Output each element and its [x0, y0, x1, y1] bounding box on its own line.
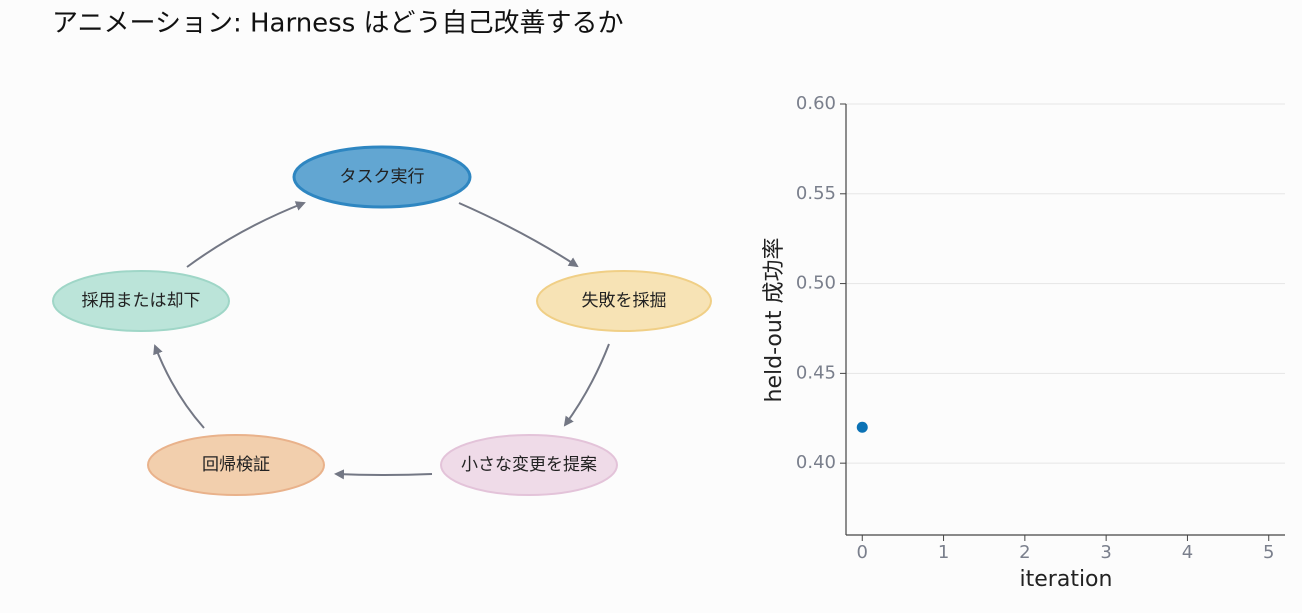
node	[440, 434, 618, 496]
cycle-diagram: タスク実行 失敗を採掘 小さな変更を提案 回帰検証 採用または却下	[52, 145, 712, 496]
node-label: 小さな変更を提案	[461, 455, 597, 475]
node	[147, 434, 325, 496]
x-tick-label: 1	[938, 542, 949, 563]
node-label: タスク実行	[340, 167, 425, 187]
arrow	[563, 343, 610, 427]
y-axis-label: held-out 成功率	[762, 238, 787, 403]
arrow	[458, 202, 579, 268]
y-tick-label: 0.55	[796, 183, 836, 204]
y-tick-label: 0.50	[796, 273, 836, 294]
y-tick-label: 0.45	[796, 362, 836, 383]
x-tick-label: 5	[1263, 542, 1274, 563]
node-label: 失敗を採掘	[582, 291, 667, 311]
point	[856, 421, 868, 433]
y-tick-label: 0.60	[796, 93, 836, 114]
node	[292, 145, 472, 209]
x-tick-label: 2	[1019, 542, 1030, 563]
scatter-chart: iteration held-out 成功率 0.40 0.45 0.50 0.55 0…	[762, 93, 1285, 592]
node-label: 採用または却下	[82, 291, 201, 311]
node-label: 回帰検証	[202, 455, 270, 475]
y-tick-label: 0.40	[796, 452, 836, 473]
title: アニメーション: Harness はどう自己改善するか	[52, 9, 624, 39]
x-tick-label: 4	[1182, 542, 1193, 563]
arrow	[153, 344, 205, 429]
x-tick-label: 0	[857, 542, 868, 563]
node	[536, 270, 712, 332]
arrow	[334, 469, 433, 480]
node	[52, 270, 230, 332]
x-tick-label: 3	[1100, 542, 1111, 563]
x-axis-label: iteration	[1020, 567, 1113, 592]
arrow	[186, 201, 306, 268]
